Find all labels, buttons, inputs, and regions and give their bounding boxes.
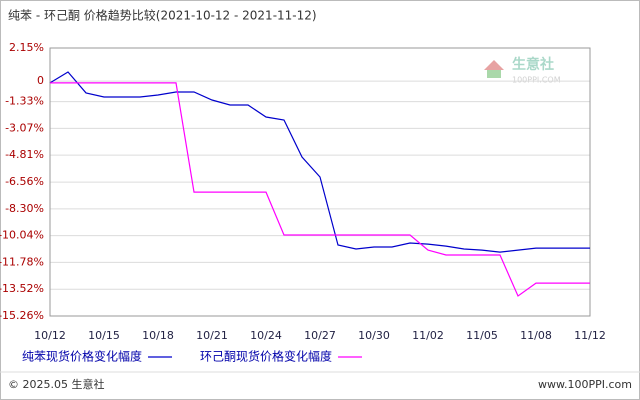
x-tick-label: 11/12 xyxy=(574,329,606,342)
footer-url: www.100PPI.com xyxy=(538,378,632,391)
series-line xyxy=(49,71,590,253)
series-line xyxy=(50,82,590,297)
x-tick-label: 10/27 xyxy=(304,329,336,342)
y-tick-label: -4.81% xyxy=(5,148,44,161)
footer-copyright: © 2025.05 生意社 xyxy=(8,377,104,391)
x-tick-label: 11/08 xyxy=(520,329,552,342)
y-tick-label: -8.30% xyxy=(5,202,44,215)
x-tick-label: 10/30 xyxy=(358,329,390,342)
y-tick-label: 2.15% xyxy=(9,41,44,54)
watermark: 生意社 100PPI.COM xyxy=(484,56,561,85)
legend-label: 纯苯现货价格变化幅度 xyxy=(22,349,142,364)
y-tick-label: -1.33% xyxy=(5,95,44,108)
y-tick-label: -6.56% xyxy=(5,175,44,188)
x-tick-label: 10/12 xyxy=(34,329,66,342)
x-tick-label: 11/05 xyxy=(466,329,498,342)
watermark-site: 100PPI.COM xyxy=(512,76,561,85)
y-tick-label: 0 xyxy=(37,74,44,87)
legend-label: 环己酮现货价格变化幅度 xyxy=(200,349,332,364)
watermark-name: 生意社 xyxy=(512,56,554,73)
watermark-logo xyxy=(487,70,501,78)
x-tick-label: 10/15 xyxy=(88,329,120,342)
y-tick-label: -10.04% xyxy=(0,229,44,242)
x-tick-label: 10/21 xyxy=(196,329,228,342)
y-tick-label: -11.78% xyxy=(0,255,44,268)
y-tick-label: -13.52% xyxy=(0,282,44,295)
x-tick-label: 11/02 xyxy=(412,329,444,342)
plot-border xyxy=(49,47,591,317)
chart-title: 纯苯 - 环己酮 价格趋势比较(2021-10-12 - 2021-11-12) xyxy=(8,8,317,23)
y-tick-label: -3.07% xyxy=(5,121,44,134)
watermark-logo xyxy=(484,60,504,70)
x-tick-label: 10/18 xyxy=(142,329,174,342)
y-tick-label: -15.26% xyxy=(0,309,44,322)
x-tick-label: 10/24 xyxy=(250,329,282,342)
